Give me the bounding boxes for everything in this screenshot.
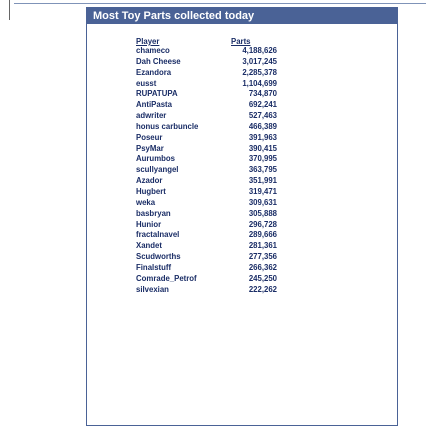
player-name[interactable]: scullyangel (136, 165, 179, 175)
parts-count: 390,415 (248, 143, 277, 153)
player-name[interactable]: honus carbuncle (136, 121, 199, 131)
parts-count: 305,888 (248, 208, 277, 218)
leaderboard-panel: Most Toy Parts collected today Player Pa… (86, 7, 398, 426)
player-name[interactable]: Comrade_Petrof (136, 273, 197, 283)
player-name[interactable]: adwriter (136, 111, 167, 121)
table-row: Hunior 296,728 (136, 220, 277, 231)
player-name[interactable]: chameco (136, 46, 170, 55)
table-row: eusst 1,104,699 (136, 79, 277, 90)
parts-count: 289,666 (248, 230, 277, 240)
player-name[interactable]: Finalstuff (136, 262, 172, 272)
table-row: Ezandora 2,285,378 (136, 68, 277, 79)
panel-title: Most Toy Parts collected today (87, 8, 397, 24)
player-name[interactable]: AntiPasta (136, 100, 172, 110)
parts-count: 692,241 (248, 100, 277, 110)
table-row: Finalstuff 266,362 (136, 263, 277, 274)
player-name[interactable]: Ezandora (136, 67, 172, 77)
parts-count: 309,631 (248, 197, 277, 207)
player-name[interactable]: Poseur (136, 132, 163, 142)
player-name[interactable]: silvexian (136, 284, 169, 294)
player-name[interactable]: Aurumbos (136, 154, 175, 164)
table-row: honus carbuncle 466,389 (136, 122, 277, 133)
parts-column-header: Parts (231, 37, 251, 46)
player-name[interactable]: basbryan (136, 208, 171, 218)
table-row: adwriter 527,463 (136, 111, 277, 122)
table-row: Hugbert 319,471 (136, 187, 277, 198)
table-row: weka 309,631 (136, 198, 277, 209)
parts-count: 222,262 (248, 284, 277, 294)
parts-count: 3,017,245 (242, 56, 277, 66)
left-edge-line (9, 0, 10, 20)
parts-count: 245,250 (248, 273, 277, 283)
table-row: chameco 4,188,626 (136, 46, 277, 57)
player-name[interactable]: eusst (136, 78, 157, 88)
parts-count: 391,963 (248, 132, 277, 142)
parts-count: 363,795 (248, 165, 277, 175)
player-name[interactable]: Hunior (136, 219, 162, 229)
parts-count: 296,728 (248, 219, 277, 229)
table-row: Xandet 281,361 (136, 241, 277, 252)
parts-count: 527,463 (248, 111, 277, 121)
player-name[interactable]: Scudworths (136, 252, 181, 262)
player-column-header: Player (136, 37, 160, 46)
player-name[interactable]: Hugbert (136, 186, 166, 196)
table-row: Dah Cheese 3,017,245 (136, 57, 277, 68)
player-name[interactable]: Xandet (136, 241, 162, 251)
player-name[interactable]: RUPATUPA (136, 89, 178, 99)
table-row: Azador 351,991 (136, 176, 277, 187)
table-row: Poseur 391,963 (136, 133, 277, 144)
table-row: fractalnavel 289,666 (136, 230, 277, 241)
leaderboard-table: Player Parts chameco 4,188,626 Dah Cheese 3… (136, 37, 277, 295)
parts-count: 281,361 (248, 241, 277, 251)
table-row: scullyangel 363,795 (136, 165, 277, 176)
player-name[interactable]: PsyMar (136, 143, 164, 153)
table-row: Scudworths 277,356 (136, 252, 277, 263)
parts-count: 277,356 (248, 252, 277, 262)
top-divider (14, 3, 426, 4)
table-row: PsyMar 390,415 (136, 144, 277, 155)
parts-count: 266,362 (248, 262, 277, 272)
player-name[interactable]: Azador (136, 176, 163, 186)
parts-count: 466,389 (248, 121, 277, 131)
parts-count: 370,995 (248, 154, 277, 164)
table-row: Aurumbos 370,995 (136, 154, 277, 165)
player-name[interactable]: weka (136, 197, 156, 207)
parts-count: 4,188,626 (242, 46, 277, 55)
table-header-row: Player Parts (136, 37, 277, 46)
parts-count: 2,285,378 (242, 67, 277, 77)
table-row: Comrade_Petrof 245,250 (136, 274, 277, 285)
parts-count: 319,471 (248, 186, 277, 196)
player-name[interactable]: Dah Cheese (136, 56, 181, 66)
table-row: silvexian 222,262 (136, 285, 277, 296)
parts-count: 351,991 (248, 176, 277, 186)
table-row: basbryan 305,888 (136, 209, 277, 220)
table-row: AntiPasta 692,241 (136, 100, 277, 111)
parts-count: 734,870 (248, 89, 277, 99)
table-row: RUPATUPA 734,870 (136, 89, 277, 100)
parts-count: 1,104,699 (242, 78, 277, 88)
player-name[interactable]: fractalnavel (136, 230, 180, 240)
